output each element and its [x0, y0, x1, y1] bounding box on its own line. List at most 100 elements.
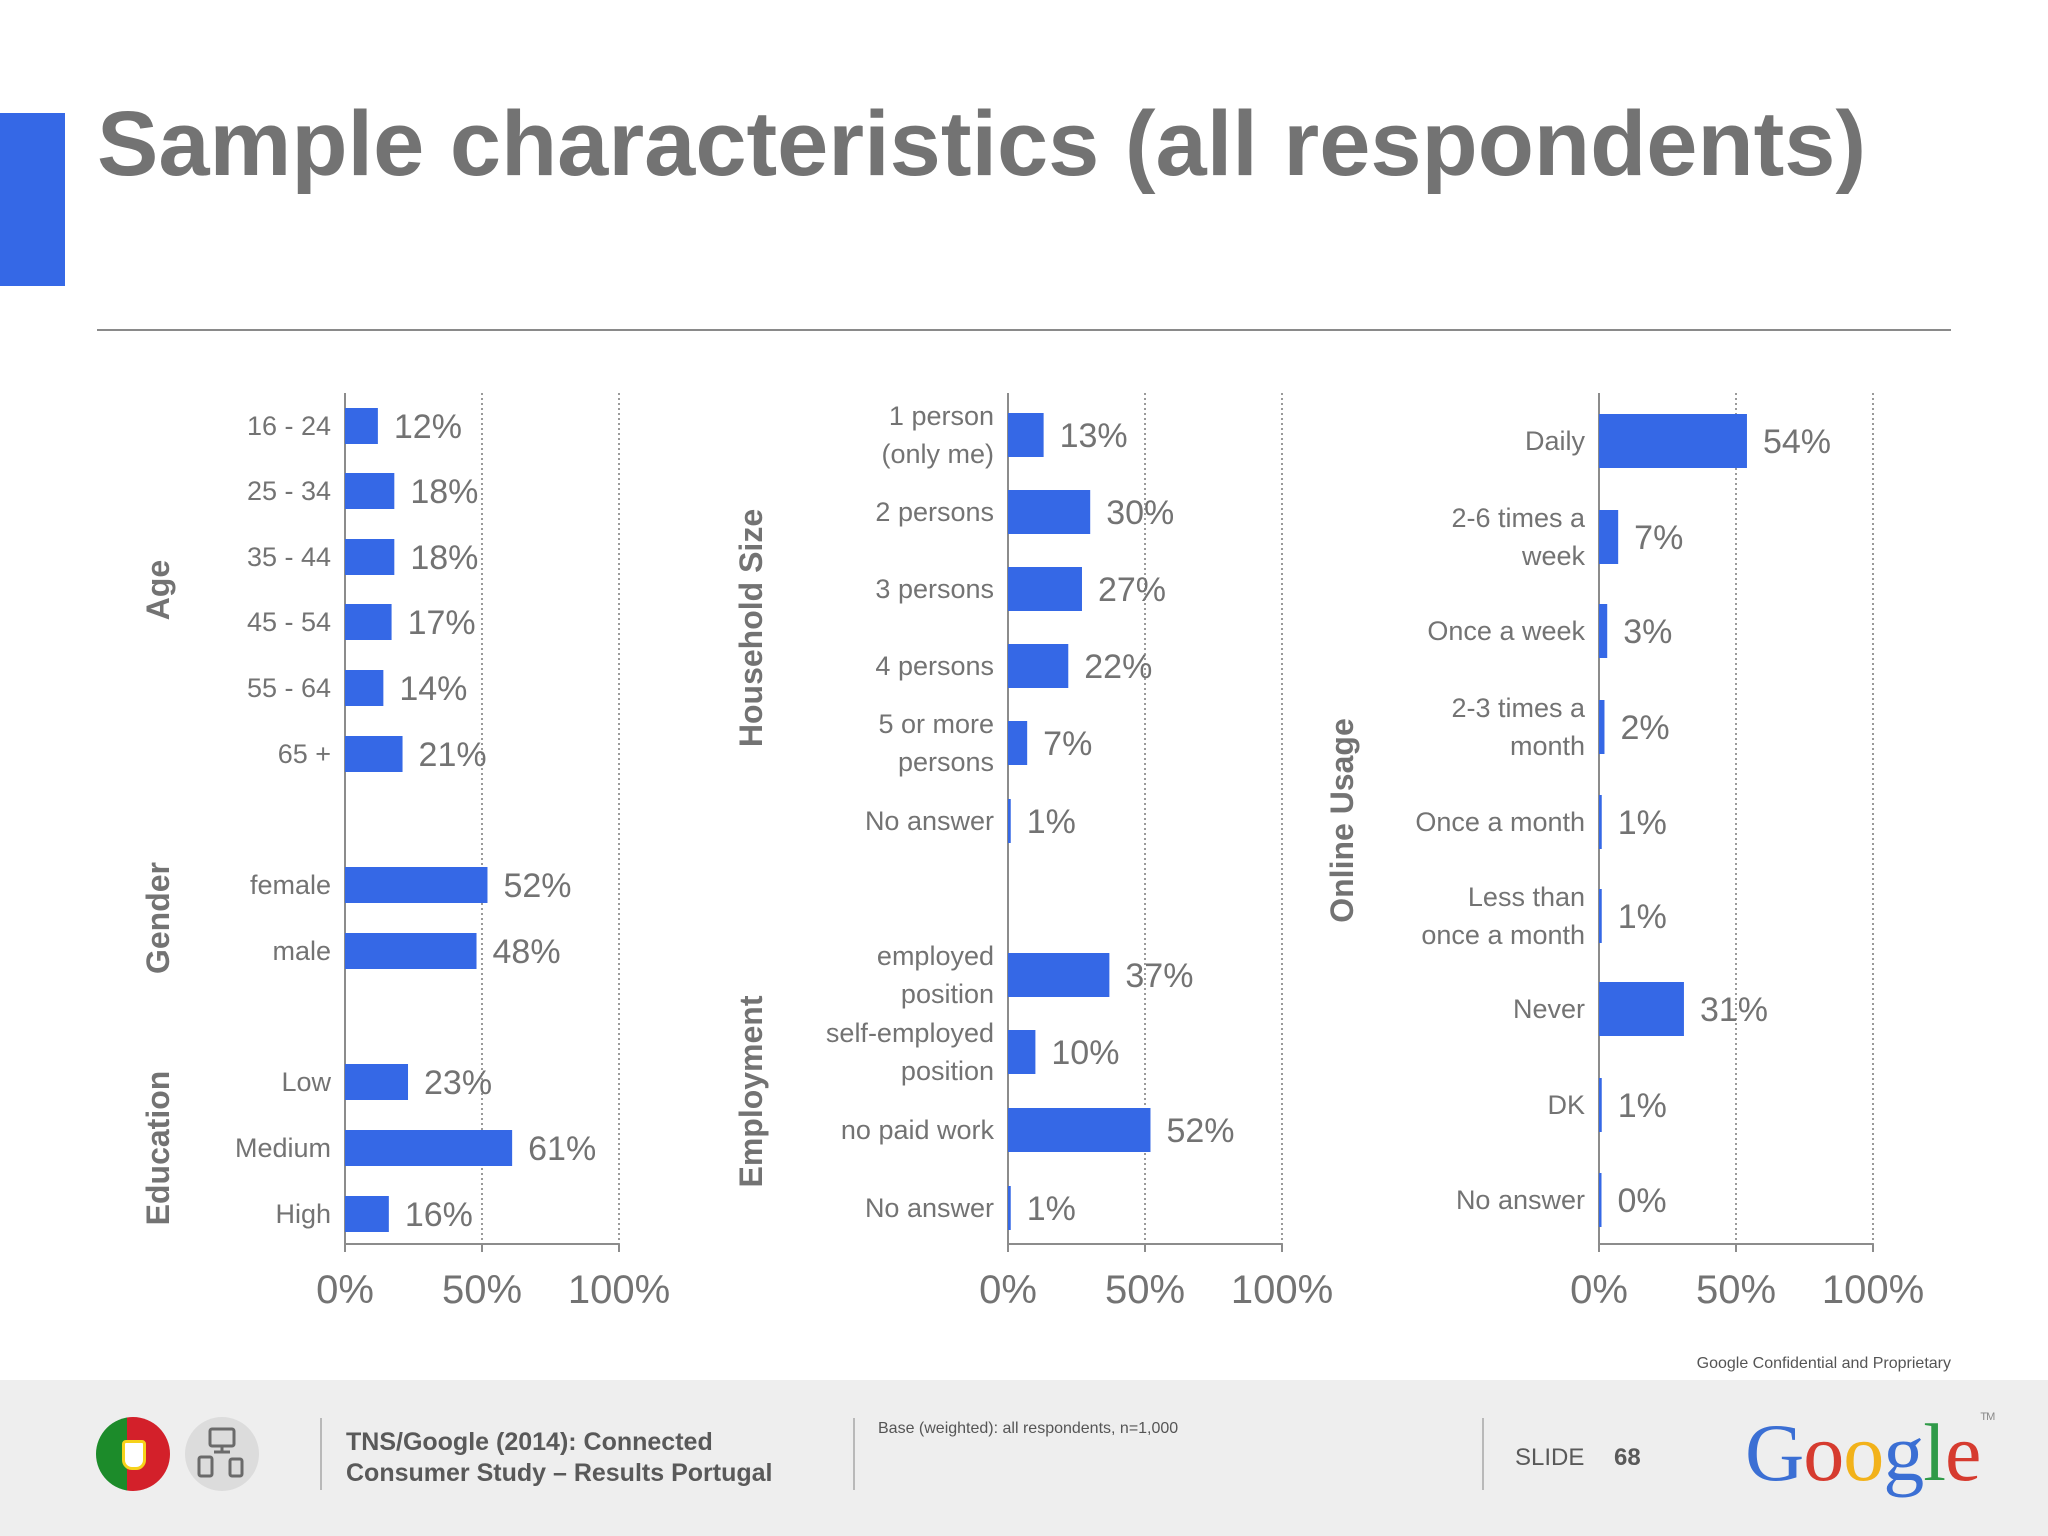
bar-age-25-34	[345, 473, 395, 509]
source-citation: TNS/Google (2014): Connected Consumer St…	[346, 1428, 773, 1487]
category-label: Low	[281, 1067, 331, 1097]
category-label: Medium	[235, 1133, 331, 1163]
bar-age-35-44	[345, 539, 395, 575]
category-label: Once a week	[1427, 616, 1585, 646]
bar-value-label: 2%	[1620, 709, 1669, 747]
category-label: High	[275, 1199, 331, 1229]
category-label: No answer	[865, 1193, 994, 1223]
category-label: 25 - 34	[247, 476, 331, 506]
x-tick-label: 50%	[442, 1268, 522, 1312]
category-label: 35 - 44	[247, 542, 331, 572]
footer-divider-2	[853, 1418, 855, 1490]
confidential-note: Google Confidential and Proprietary	[1696, 1355, 1951, 1372]
category-label: 1 person (only me)	[881, 401, 994, 469]
bar-value-label: 1%	[1027, 1190, 1076, 1228]
category-label: Less than once a month	[1421, 882, 1585, 950]
bar-value-label: 16%	[405, 1196, 473, 1234]
category-label: employed position	[877, 941, 994, 1009]
group-label-online-usage: Online Usage	[1324, 718, 1360, 923]
bar-household-size-5-or-more-persons	[1008, 721, 1028, 765]
bar-household-size-2-persons	[1008, 490, 1091, 534]
x-tick-label: 100%	[568, 1268, 670, 1312]
bar-value-label: 7%	[1634, 519, 1683, 557]
bar-value-label: 61%	[528, 1130, 596, 1168]
bar-online-usage-once-a-month	[1599, 795, 1602, 849]
bar-value-label: 1%	[1027, 803, 1076, 841]
footer-divider-3	[1482, 1418, 1484, 1490]
bar-value-label: 10%	[1051, 1034, 1119, 1072]
category-label: 5 or more persons	[878, 709, 994, 777]
x-tick-label: 50%	[1105, 1268, 1185, 1312]
bar-value-label: 52%	[1166, 1112, 1234, 1150]
bar-employment-self-employed-position	[1008, 1030, 1036, 1074]
bar-value-label: 13%	[1060, 417, 1128, 455]
bar-value-label: 1%	[1618, 804, 1667, 842]
bar-education-high	[345, 1196, 389, 1232]
category-label: No answer	[865, 806, 994, 836]
bar-value-label: 37%	[1125, 957, 1193, 995]
bar-gender-female	[345, 867, 488, 903]
category-label: No answer	[1456, 1185, 1585, 1215]
x-tick-label: 0%	[316, 1268, 374, 1312]
bar-online-usage-no-answer	[1599, 1173, 1602, 1227]
bar-value-label: 7%	[1043, 725, 1092, 763]
category-label: male	[272, 936, 331, 966]
title-divider	[97, 329, 1951, 331]
bar-value-label: 12%	[394, 408, 462, 446]
bar-online-usage-once-a-week	[1599, 604, 1608, 658]
bar-employment-no-answer	[1008, 1186, 1011, 1230]
footer-divider-1	[320, 1418, 322, 1490]
slide-label: SLIDE	[1515, 1444, 1585, 1471]
bar-age-55-64	[345, 670, 384, 706]
bar-employment-employed-position	[1008, 953, 1110, 997]
footer-bar	[0, 1380, 2048, 1536]
slide-number: 68	[1614, 1444, 1641, 1471]
category-label: female	[250, 870, 331, 900]
x-tick-label: 100%	[1822, 1268, 1924, 1312]
x-tick-label: 50%	[1696, 1268, 1776, 1312]
category-label: DK	[1547, 1090, 1585, 1120]
category-label: 2-6 times a week	[1451, 503, 1586, 571]
bar-online-usage-less-than-once-a-month	[1599, 889, 1602, 943]
bar-online-usage-2-6-times-a-week	[1599, 510, 1619, 564]
charts-area: 0% 50% 100% Age 12% 16 - 24 18% 25 - 34 18% 35 - …	[140, 393, 1924, 1312]
bar-value-label: 52%	[503, 867, 571, 905]
bar-age-16-24	[345, 408, 378, 444]
category-label: 45 - 54	[247, 607, 331, 637]
bar-value-label: 17%	[408, 604, 476, 642]
bar-household-size-3-persons	[1008, 567, 1082, 611]
category-label: 55 - 64	[247, 673, 331, 703]
bar-value-label: 21%	[419, 736, 487, 774]
bar-value-label: 14%	[399, 670, 467, 708]
title-accent-block	[0, 113, 65, 286]
bar-value-label: 18%	[410, 473, 478, 511]
bar-value-label: 27%	[1098, 571, 1166, 609]
category-label: 2 persons	[875, 497, 994, 527]
category-label: 65 +	[278, 739, 331, 769]
category-label: 3 persons	[875, 574, 994, 604]
bar-education-medium	[345, 1130, 513, 1166]
category-label: 2-3 times a month	[1451, 693, 1586, 761]
group-label-employment: Employment	[733, 995, 769, 1187]
bar-value-label: 30%	[1106, 494, 1174, 532]
category-label: Once a month	[1415, 807, 1585, 837]
bar-value-label: 54%	[1763, 423, 1831, 461]
bar-online-usage-dk	[1599, 1078, 1602, 1132]
bar-household-size-1-person-only-me	[1008, 413, 1044, 457]
portugal-flag-icon	[96, 1417, 170, 1491]
bar-value-label: 1%	[1618, 898, 1667, 936]
bar-online-usage-daily	[1599, 414, 1747, 468]
category-label: Daily	[1525, 426, 1586, 456]
bar-gender-male	[345, 933, 477, 969]
bar-value-label: 0%	[1618, 1182, 1667, 1220]
group-label-household-size: Household Size	[733, 509, 769, 747]
bar-household-size-no-answer	[1008, 799, 1011, 843]
x-tick-label: 100%	[1231, 1268, 1333, 1312]
bar-value-label: 3%	[1623, 613, 1672, 651]
group-label-education: Education	[140, 1071, 176, 1226]
category-label: no paid work	[841, 1115, 995, 1145]
bar-value-label: 22%	[1084, 648, 1152, 686]
bar-value-label: 48%	[493, 933, 561, 971]
base-note: Base (weighted): all respondents, n=1,00…	[878, 1420, 1179, 1437]
x-tick-label: 0%	[1570, 1268, 1628, 1312]
